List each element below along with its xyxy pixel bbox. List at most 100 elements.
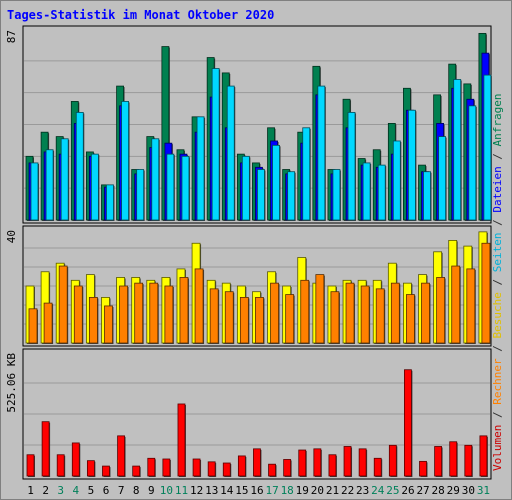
bar-seiten-day-26 xyxy=(408,109,416,221)
bar-seiten-day-17 xyxy=(272,144,280,221)
bar-rechner-day-20 xyxy=(315,274,325,344)
bar-volumen-day-27 xyxy=(419,460,427,477)
bar-rechner-day-16 xyxy=(255,296,264,344)
bar-volumen-day-20 xyxy=(313,448,322,477)
bar-rechner-day-28 xyxy=(436,277,446,344)
bar-seiten-day-21 xyxy=(332,169,341,221)
bar-rechner-day-6 xyxy=(104,305,113,344)
bar-seiten-day-4 xyxy=(75,112,84,221)
bar-volumen-day-24 xyxy=(373,457,382,477)
day-label-2: 2 xyxy=(42,484,49,497)
bar-seiten-day-8 xyxy=(136,169,145,221)
bar-rechner-day-14 xyxy=(224,291,234,344)
day-label-24: 24 xyxy=(371,484,385,497)
legend-seiten: Seiten xyxy=(491,232,504,273)
bar-volumen-day-3 xyxy=(56,454,65,477)
bar-volumen-day-5 xyxy=(86,460,95,477)
legend-separator: / xyxy=(491,338,504,359)
bar-volumen-day-31 xyxy=(479,435,488,477)
bar-rechner-day-7 xyxy=(119,285,128,344)
bar-volumen-day-13 xyxy=(207,461,216,477)
bar-rechner-day-12 xyxy=(194,268,204,344)
bar-rechner-day-15 xyxy=(239,296,249,344)
panel-max-label-requests: 87 xyxy=(5,30,18,43)
bar-volumen-day-8 xyxy=(132,465,141,477)
bar-rechner-day-13 xyxy=(209,288,219,344)
bar-rechner-day-27 xyxy=(421,282,430,344)
day-label-7: 7 xyxy=(118,484,125,497)
bar-seiten-day-9 xyxy=(151,138,160,221)
bar-rechner-day-5 xyxy=(88,296,98,344)
day-label-1: 1 xyxy=(27,484,34,497)
day-label-22: 22 xyxy=(341,484,354,497)
bar-seiten-day-20 xyxy=(317,85,326,221)
bar-volumen-day-28 xyxy=(434,446,443,477)
bar-volumen-day-10 xyxy=(162,458,171,477)
bar-rechner-day-29 xyxy=(451,265,461,344)
bar-rechner-day-19 xyxy=(300,279,310,344)
legend-rechner: Rechner xyxy=(491,358,504,405)
bar-seiten-day-12 xyxy=(196,116,205,221)
day-label-9: 9 xyxy=(148,484,155,497)
bar-volumen-day-11 xyxy=(177,403,186,477)
day-label-16: 16 xyxy=(250,484,263,497)
day-label-17: 17 xyxy=(265,484,278,497)
bar-seiten-day-3 xyxy=(60,138,69,221)
bar-seiten-day-15 xyxy=(241,155,250,221)
bar-rechner-day-4 xyxy=(73,285,83,344)
day-label-4: 4 xyxy=(73,484,80,497)
day-label-19: 19 xyxy=(296,484,309,497)
day-label-11: 11 xyxy=(175,484,188,497)
bar-seiten-day-10 xyxy=(166,153,175,221)
bar-volumen-day-2 xyxy=(41,421,50,477)
day-label-18: 18 xyxy=(281,484,294,497)
bar-volumen-day-22 xyxy=(343,446,352,477)
bar-volumen-day-4 xyxy=(71,442,80,477)
day-label-5: 5 xyxy=(88,484,95,497)
bar-seiten-day-28 xyxy=(438,136,447,221)
panel-max-label-volume: 525.06 KB xyxy=(5,353,18,413)
bar-volumen-day-1 xyxy=(26,454,35,477)
bar-volumen-day-25 xyxy=(388,444,397,477)
bar-rechner-day-11 xyxy=(179,277,189,344)
day-label-10: 10 xyxy=(160,484,173,497)
bar-seiten-day-16 xyxy=(257,169,265,221)
bar-seiten-day-29 xyxy=(453,79,462,221)
bar-volumen-day-21 xyxy=(328,454,337,477)
bar-rechner-day-21 xyxy=(330,291,340,344)
bar-rechner-day-26 xyxy=(406,294,415,344)
bar-rechner-day-25 xyxy=(390,282,400,344)
legend-anfragen: Anfragen xyxy=(491,93,504,147)
bar-rechner-day-9 xyxy=(149,282,159,344)
bar-rechner-day-22 xyxy=(345,282,355,344)
legend-separator: / xyxy=(491,404,504,425)
legend-separator: / xyxy=(491,212,504,233)
bar-volumen-day-17 xyxy=(268,463,276,477)
bar-volumen-day-16 xyxy=(253,448,261,477)
bar-rechner-day-31 xyxy=(481,242,491,344)
legend-besuche: Besuche xyxy=(491,292,504,339)
day-label-31: 31 xyxy=(477,484,490,497)
bar-volumen-day-15 xyxy=(237,455,246,477)
day-label-12: 12 xyxy=(190,484,203,497)
legend-separator: / xyxy=(491,146,504,167)
bar-volumen-day-19 xyxy=(298,449,307,477)
bar-volumen-day-14 xyxy=(222,462,231,477)
bar-seiten-day-1 xyxy=(30,162,39,221)
day-label-23: 23 xyxy=(356,484,369,497)
bar-rechner-day-30 xyxy=(466,268,476,344)
bar-volumen-day-12 xyxy=(192,458,201,477)
day-label-8: 8 xyxy=(133,484,140,497)
bar-seiten-day-6 xyxy=(106,184,114,221)
bar-rechner-day-10 xyxy=(164,285,174,344)
day-label-20: 20 xyxy=(311,484,324,497)
chart-title: Tages-Statistik im Monat Oktober 2020 xyxy=(7,8,275,22)
bar-seiten-day-25 xyxy=(392,140,401,221)
bar-rechner-day-24 xyxy=(375,288,385,344)
legend-volumen: Volumen xyxy=(491,424,504,471)
day-label-25: 25 xyxy=(386,484,399,497)
bar-seiten-day-27 xyxy=(423,171,431,221)
panel-max-label-visits: 40 xyxy=(5,230,18,243)
